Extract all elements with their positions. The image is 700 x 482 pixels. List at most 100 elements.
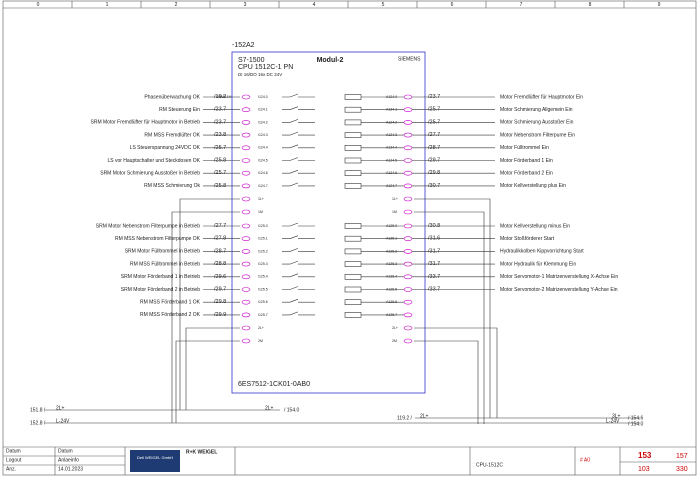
footer-text: R+K WEIGEL <box>186 449 217 455</box>
input-address: I124.5 <box>258 158 268 162</box>
ruler-label: 8 <box>589 2 592 8</box>
terminal <box>241 299 251 305</box>
wire <box>175 340 240 423</box>
output-label: Motor Servomotor-1 Matrizenverstellung X… <box>500 274 618 280</box>
footer-text: 157 <box>676 453 688 460</box>
bus-label: 2L+ <box>420 413 429 419</box>
relay-symbol <box>344 157 362 164</box>
contact-symbol <box>282 182 299 187</box>
bus-label: / 154.0 <box>284 407 300 413</box>
terminal <box>241 312 251 318</box>
output-address: A125.1 <box>386 237 397 241</box>
input-address: I124.0 <box>258 95 268 99</box>
input-ref: /25.8 <box>214 183 226 189</box>
input-address: I125.1 <box>258 237 268 241</box>
footer-text: 330 <box>676 466 688 473</box>
input-label: SRM Motor Förderband 2 in Betrieb <box>121 287 200 293</box>
output-address: A124.0 <box>386 95 397 99</box>
input-ref: /27.7 <box>214 223 226 229</box>
company-logo-box <box>130 450 180 472</box>
input-ref: /25.7 <box>214 170 226 176</box>
terminal <box>241 338 251 344</box>
relay-symbol <box>344 119 362 126</box>
ruler-label: 5 <box>382 2 385 8</box>
input-label: LS Steuerspannung 24VDC OK <box>130 145 201 151</box>
output-label: Motor Förderband 1 Ein <box>500 158 553 164</box>
input-label: Phasenüberwachung OK <box>144 94 200 100</box>
terminal <box>241 107 251 112</box>
output-address: A124.7 <box>386 184 397 188</box>
wire <box>414 327 498 418</box>
input-ref: /29.9 <box>214 312 226 318</box>
terminal <box>241 274 251 280</box>
footer-text: Anlaeinfo <box>58 457 79 463</box>
bus-label: 152.8 / <box>30 420 46 426</box>
terminal <box>241 209 251 215</box>
input-address: I124.2 <box>258 120 268 124</box>
wire <box>185 327 240 410</box>
output-label: Motor Kellverstellung minus Ein <box>500 223 570 229</box>
input-address: I124.4 <box>258 146 268 150</box>
input-label: SRM Motor Fülltrommel in Betrieb <box>125 249 201 255</box>
input-address: I125.0 <box>258 224 268 228</box>
bus-label: 119.2 / <box>397 415 413 421</box>
relay-symbol <box>344 261 362 267</box>
output-label: Hydraulikkolben Kippvorrichtung Start <box>500 249 584 255</box>
input-label: SRM Motor Schmierung Ausstoßer in Betrie… <box>100 171 200 177</box>
terminal <box>241 132 251 138</box>
terminal <box>403 261 413 267</box>
input-label: RM MSS Schmierung Ok <box>144 183 200 189</box>
input-ref: /25.7 <box>214 145 226 151</box>
input-label: SRM Motor Förderband 1 in Betrieb <box>121 274 200 280</box>
terminal <box>403 299 413 305</box>
wire <box>171 211 240 423</box>
contact-symbol <box>282 286 299 290</box>
relay-symbol <box>344 94 362 100</box>
module-box <box>231 51 426 394</box>
terminal <box>403 183 413 189</box>
output-address: A125.0 <box>386 224 397 228</box>
input-address: I124.3 <box>258 133 268 137</box>
terminal <box>241 223 251 229</box>
input-ref: /29.7 <box>214 286 226 292</box>
ruler-label: 0 <box>37 2 40 8</box>
bus-label: 2L+ <box>56 405 65 411</box>
ruler-label: 1 <box>106 2 109 8</box>
input-address: I124.7 <box>258 184 268 188</box>
input-address: I124.6 <box>258 171 268 175</box>
contact-symbol <box>282 235 299 239</box>
output-address: A124.1 <box>386 108 397 112</box>
footer-text: CPU-1512C <box>476 462 503 468</box>
output-label: Motor Kellverstellung plus Ein <box>500 183 566 189</box>
wire <box>414 340 479 424</box>
input-address: I125.5 <box>258 287 268 291</box>
relay-symbol <box>344 170 362 176</box>
module-io: DI 16/DO 16x DC 24V <box>238 72 282 77</box>
relay-symbol <box>344 106 362 113</box>
relay-symbol <box>344 132 362 138</box>
output-label: Motor Fülltrommel Ein <box>500 145 549 151</box>
input-ref: /19.2 <box>214 94 226 100</box>
input-label: RM Steuerung Ein <box>159 107 200 113</box>
relay-symbol <box>344 235 362 242</box>
output-address: A125.7 <box>386 313 397 317</box>
terminal <box>403 209 413 215</box>
terminal <box>403 107 413 112</box>
input-ref: /28.8 <box>214 261 226 267</box>
terminal <box>403 249 413 254</box>
relay-symbol <box>344 273 362 280</box>
terminal <box>241 145 251 151</box>
contact-symbol <box>282 157 299 161</box>
terminal <box>403 312 413 318</box>
output-label: Motor Nebenstrom Filterpume Ein <box>500 132 575 138</box>
output-label: Motor Förderband 2 Ein <box>500 171 553 177</box>
input-label: RM MSS Nebenstrom Filterpumpe OK <box>115 236 201 242</box>
relay-symbol <box>344 312 362 318</box>
bus-label: 151.8 / <box>30 407 46 413</box>
input-address: I125.7 <box>258 313 268 317</box>
output-address: A124.4 <box>386 146 397 150</box>
terminal <box>403 274 413 280</box>
input-ref: /23.7 <box>214 119 226 125</box>
terminal <box>241 236 251 241</box>
